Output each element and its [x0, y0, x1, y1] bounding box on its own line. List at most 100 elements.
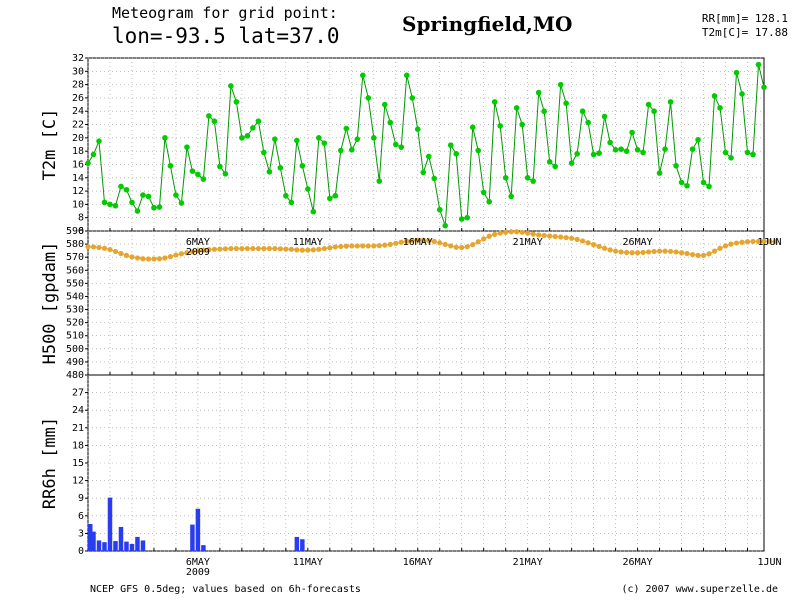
t2m-point: [414, 126, 421, 132]
h500-point: [722, 243, 729, 249]
t2m-point: [376, 178, 383, 184]
y-tick-label: 510: [66, 331, 84, 342]
y-tick-label: 540: [66, 291, 84, 302]
y-tick-label: 32: [72, 53, 84, 64]
h500-point: [591, 242, 597, 248]
h500-point: [272, 245, 278, 252]
t2m-point: [623, 148, 630, 154]
t2m-point: [96, 138, 102, 144]
h500-point: [503, 229, 509, 235]
t2m-point: [173, 192, 179, 198]
h500-point: [118, 250, 124, 257]
t2m-point: [217, 163, 223, 170]
t2m-point: [134, 208, 141, 214]
t2m-point: [261, 149, 267, 156]
rr-bar: [201, 545, 206, 551]
h500-point: [151, 256, 157, 262]
t2m-point: [250, 125, 256, 131]
y-tick-label: 500: [66, 344, 84, 355]
t2m-point: [200, 176, 207, 182]
h500-point: [338, 243, 344, 250]
t2m-point: [387, 119, 394, 126]
h500-point: [558, 234, 564, 240]
data-source-note: NCEP GFS 0.5deg; values based on 6h-fore…: [90, 584, 361, 595]
t2m-point: [409, 95, 416, 101]
y-tick-label: 10: [72, 199, 84, 210]
h500-point: [755, 238, 762, 245]
y-tick-label: 24: [72, 106, 84, 117]
x-tick-label: 21MAY: [513, 237, 543, 248]
h500-point: [470, 242, 476, 248]
h500-point: [211, 246, 218, 252]
rr-bar: [124, 541, 129, 551]
t2m-point: [299, 162, 306, 169]
y-tick-label: 15: [72, 458, 84, 469]
t2m-point: [316, 135, 322, 141]
y-tick-label: 20: [72, 133, 84, 144]
h500-point: [321, 245, 327, 252]
t2m-point: [233, 99, 240, 105]
t2m-point: [458, 216, 465, 222]
x-tick-label: 26MAY: [623, 557, 653, 568]
t2m-point: [354, 136, 361, 142]
x-tick-label: 1JUN: [757, 557, 781, 568]
x-tick-label: 26MAY: [623, 237, 653, 248]
h500-point: [629, 250, 635, 256]
h500-point: [563, 234, 569, 241]
t2m-point: [755, 61, 762, 68]
t2m-point: [585, 119, 591, 126]
t2m-point: [618, 146, 624, 152]
h500-point: [195, 248, 201, 254]
t2m-point: [272, 136, 278, 142]
h500-point: [497, 230, 503, 236]
h500-point: [426, 238, 432, 244]
t2m-point: [255, 118, 262, 125]
h500-point: [607, 247, 613, 253]
t2m-point: [310, 208, 317, 215]
x-tick-label: 11MAY: [293, 557, 323, 568]
h500-point: [437, 240, 443, 246]
rr-bar: [88, 524, 93, 551]
copyright-note: (c) 2007 www.superzelle.de: [621, 584, 778, 595]
y-tick-label: 480: [66, 370, 84, 381]
t2m-point: [717, 105, 723, 111]
h500-point: [255, 245, 261, 252]
h500-point: [453, 244, 459, 250]
t2m-point: [629, 129, 635, 136]
t2m-point: [184, 144, 190, 150]
h500-point: [673, 249, 679, 255]
t2m-point: [502, 174, 509, 181]
t2m-point: [195, 171, 201, 178]
t2m-point: [535, 89, 542, 96]
t2m-point: [442, 222, 449, 229]
t2m-point: [469, 124, 476, 130]
h500-point: [580, 238, 586, 244]
t2m-point: [338, 147, 344, 154]
t2m-point: [365, 95, 372, 101]
x-tick-label: 1JUN: [757, 237, 781, 248]
t2m-point: [541, 108, 547, 115]
t2m-point: [678, 179, 685, 186]
t2m-point: [491, 99, 498, 105]
y-tick-label: 560: [66, 265, 84, 276]
t2m-point: [239, 135, 245, 141]
t2m-point: [140, 192, 146, 198]
t2m-point: [497, 123, 503, 129]
t2m-point: [277, 164, 284, 171]
rr-bar: [300, 539, 305, 551]
y-tick-label: 9: [78, 493, 84, 504]
t2m-point: [431, 175, 438, 182]
h500-point: [525, 230, 531, 236]
t2m-point: [612, 147, 619, 153]
x-tick-label: 21MAY: [513, 557, 543, 568]
h500-point: [409, 237, 415, 244]
y-tick-label: 27: [72, 388, 84, 399]
h500-point: [448, 243, 454, 249]
y-tick-label: 22: [72, 120, 84, 131]
t2m-point: [590, 151, 597, 158]
h500-point: [711, 248, 718, 254]
h500-point: [327, 245, 333, 251]
h500-point: [398, 239, 404, 245]
h500-point: [574, 236, 580, 242]
h500-point: [343, 243, 349, 249]
